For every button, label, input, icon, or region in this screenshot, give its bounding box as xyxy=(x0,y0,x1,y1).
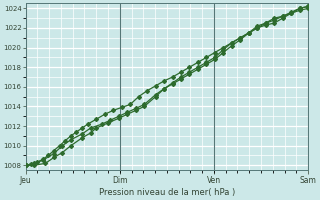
X-axis label: Pression niveau de la mer( hPa ): Pression niveau de la mer( hPa ) xyxy=(99,188,235,197)
